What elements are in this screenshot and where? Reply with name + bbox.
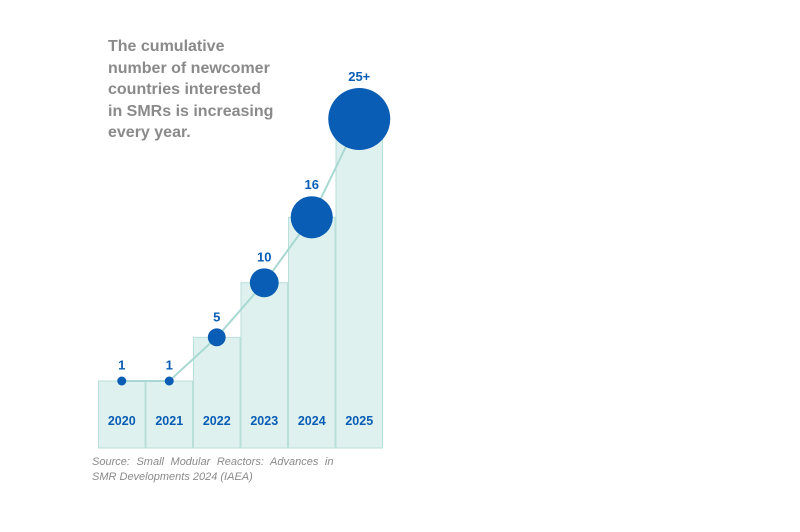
data-label-2024: 16 [305, 177, 319, 192]
source-note: Source: Small Modular Reactors: Advances… [92, 455, 392, 485]
data-label-2023: 10 [257, 249, 271, 264]
source-line: SMR Developments 2024 (IAEA) [92, 471, 253, 483]
chart-title-line: number of newcomer [108, 59, 270, 77]
x-tick-label-2021: 2021 [155, 414, 183, 428]
x-tick-label-2020: 2020 [108, 414, 136, 428]
bubble-2024 [290, 196, 333, 239]
chart-title-line: in SMRs is increasing [108, 102, 274, 120]
bar-2025 [335, 118, 383, 449]
bubble-2025 [328, 88, 391, 150]
bar-2020 [98, 380, 146, 449]
data-label-2020: 1 [118, 358, 125, 373]
data-label-2025: 25+ [348, 69, 370, 84]
bubble-2023 [249, 268, 279, 298]
source-line: Source: Small Modular Reactors: Advances… [92, 456, 334, 468]
chart-title-line: every year. [108, 124, 191, 141]
x-tick-label-2025: 2025 [345, 414, 373, 428]
bubble-2020 [117, 376, 127, 386]
bar-2024 [288, 216, 336, 449]
bubble-2021 [164, 376, 174, 386]
bar-2022 [193, 336, 241, 449]
x-tick-label-2023: 2023 [250, 414, 278, 428]
chart-title-line: The cumulative [108, 38, 225, 55]
bubble-2022 [207, 328, 226, 347]
chart-title: The cumulative number of newcomer countr… [108, 36, 308, 144]
x-tick-label-2024: 2024 [298, 414, 326, 428]
bar-2023 [240, 282, 288, 449]
data-label-2022: 5 [213, 309, 220, 324]
chart-title-line: countries interested [108, 81, 261, 98]
x-tick-label-2022: 2022 [203, 414, 231, 428]
data-label-2021: 1 [166, 358, 173, 373]
